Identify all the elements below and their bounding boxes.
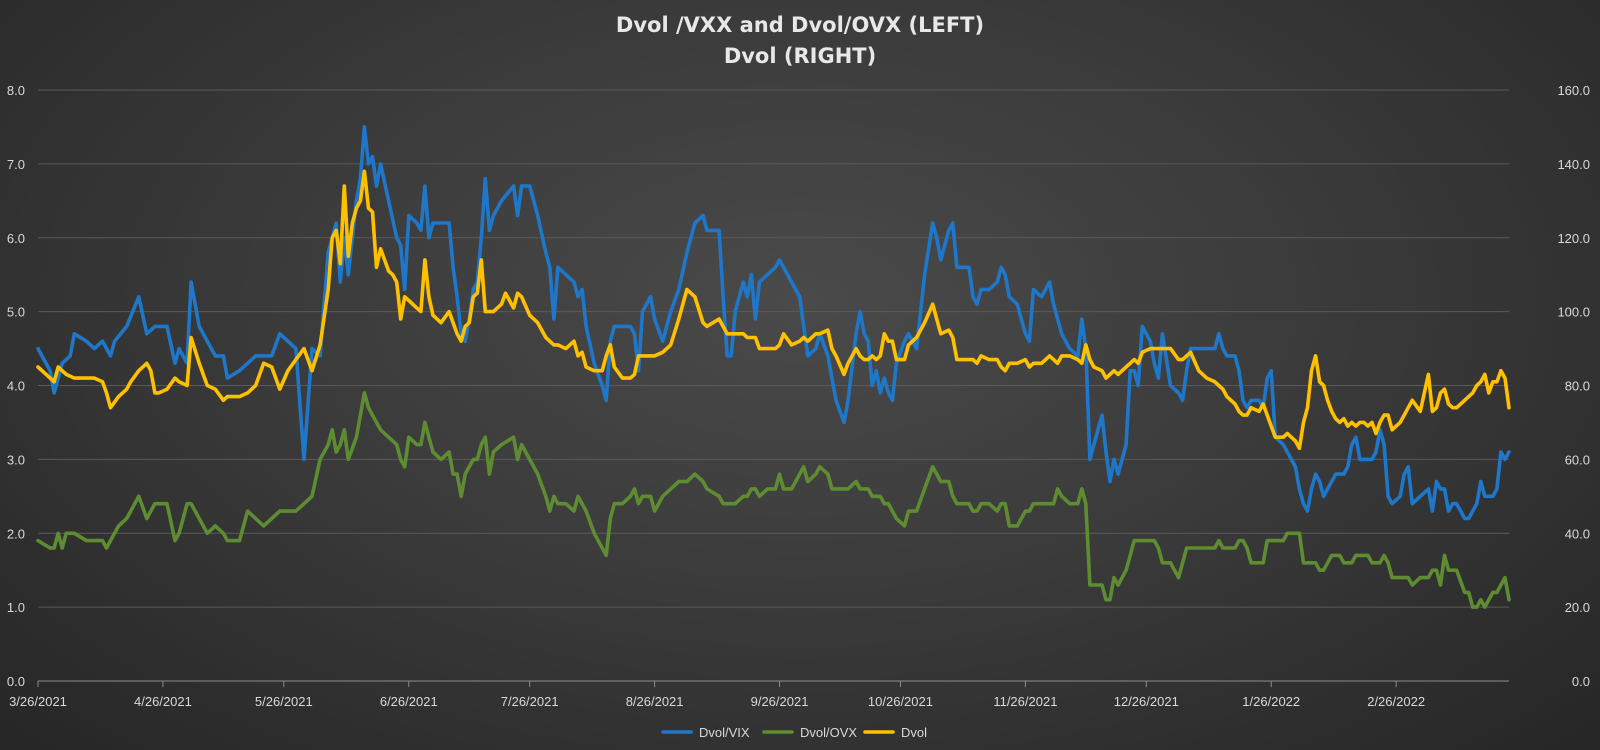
- left-tick-label: 2.0: [7, 526, 25, 541]
- left-tick-label: 0.0: [7, 674, 25, 689]
- left-tick-label: 7.0: [7, 157, 25, 172]
- left-tick-label: 8.0: [7, 83, 25, 98]
- right-tick-label: 40.0: [1565, 526, 1590, 541]
- series-lines: [36, 125, 1511, 609]
- x-tick-label: 6/26/2021: [380, 694, 438, 709]
- series-line-dvol-vix: [36, 125, 1511, 521]
- left-tick-label: 5.0: [7, 305, 25, 320]
- x-tick-label: 3/26/2021: [9, 694, 67, 709]
- x-tick-label: 8/26/2021: [626, 694, 684, 709]
- x-tick-label: 10/26/2021: [868, 694, 933, 709]
- left-tick-label: 6.0: [7, 231, 25, 246]
- left-tick-label: 4.0: [7, 379, 25, 394]
- series-line-dvol: [36, 169, 1511, 451]
- x-tick-label: 5/26/2021: [255, 694, 313, 709]
- right-tick-label: 120.0: [1557, 231, 1590, 246]
- right-tick-label: 140.0: [1557, 157, 1590, 172]
- series-line-dvol-ovx: [36, 391, 1511, 609]
- x-tick-label: 7/26/2021: [501, 694, 559, 709]
- right-tick-label: 160.0: [1557, 83, 1590, 98]
- chart-title-line-1: Dvol /VXX and Dvol/OVX (LEFT): [616, 13, 984, 37]
- legend-label: Dvol/OVX: [800, 725, 857, 740]
- right-tick-label: 100.0: [1557, 305, 1590, 320]
- legend-label: Dvol/VIX: [699, 725, 750, 740]
- x-tick-label: 4/26/2021: [134, 694, 192, 709]
- x-axis: 3/26/2021 4/26/2021 5/26/2021 6/26/2021 7/26…: [9, 681, 1425, 709]
- legend-label: Dvol: [901, 725, 927, 740]
- x-tick-label: 2/26/2022: [1367, 694, 1425, 709]
- left-tick-label: 3.0: [7, 452, 25, 467]
- right-tick-label: 0.0: [1572, 674, 1590, 689]
- x-tick-label: 11/26/2021: [993, 694, 1057, 709]
- x-tick-label: 1/26/2022: [1242, 694, 1300, 709]
- x-tick-label: 9/26/2021: [751, 694, 809, 709]
- right-tick-label: 20.0: [1565, 600, 1590, 615]
- x-tick-label: 12/26/2021: [1114, 694, 1179, 709]
- right-tick-label: 60.0: [1565, 452, 1590, 467]
- chart-title-line-2: Dvol (RIGHT): [724, 44, 876, 68]
- gridlines: [38, 89, 1509, 682]
- right-tick-label: 80.0: [1565, 379, 1590, 394]
- left-y-axis: 0.0 1.0 2.0 3.0 4.0 5.0 6.0 7.0 8.0: [7, 83, 25, 689]
- left-tick-label: 1.0: [7, 600, 25, 615]
- legend: Dvol/VIX Dvol/OVX Dvol: [661, 725, 927, 740]
- right-y-axis: 0.0 20.0 40.0 60.0 80.0 100.0 120.0 140.0 160.0: [1557, 83, 1590, 689]
